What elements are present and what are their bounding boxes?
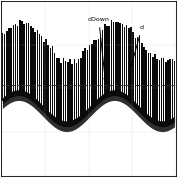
Text: dDown: dDown (88, 17, 110, 81)
Text: d: d (130, 25, 144, 67)
